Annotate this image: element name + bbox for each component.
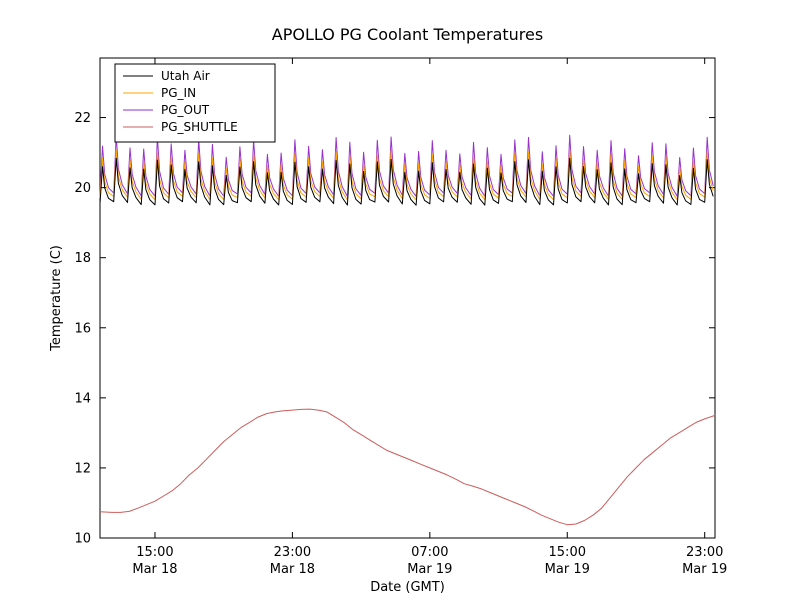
x-tick-date-label: Mar 18 xyxy=(132,562,177,577)
x-tick-time-label: 15:00 xyxy=(549,545,586,560)
y-axis-label: Temperature (C) xyxy=(49,245,64,352)
y-tick-label: 12 xyxy=(74,461,91,476)
x-tick-date-label: Mar 19 xyxy=(407,562,452,577)
y-tick-label: 16 xyxy=(74,321,91,336)
x-tick-time-label: 23:00 xyxy=(274,545,311,560)
x-tick-date-label: Mar 19 xyxy=(682,562,727,577)
x-tick-time-label: 07:00 xyxy=(411,545,448,560)
y-tick-label: 10 xyxy=(74,532,91,547)
legend-label: PG_OUT xyxy=(161,103,210,117)
chart-title: APOLLO PG Coolant Temperatures xyxy=(272,25,543,44)
x-tick-date-label: Mar 18 xyxy=(270,562,315,577)
y-tick-label: 14 xyxy=(74,391,91,406)
series-line-pg-shuttle xyxy=(99,408,716,526)
legend-label: PG_IN xyxy=(161,86,196,100)
x-tick-time-label: 15:00 xyxy=(136,545,173,560)
series-line-pg-out xyxy=(99,134,714,197)
y-tick-label: 18 xyxy=(74,251,91,266)
x-tick-time-label: 23:00 xyxy=(686,545,723,560)
legend-label: PG_SHUTTLE xyxy=(161,120,238,134)
y-tick-label: 20 xyxy=(74,181,91,196)
x-axis-label: Date (GMT) xyxy=(370,580,445,595)
x-tick-date-label: Mar 19 xyxy=(545,562,590,577)
legend-box xyxy=(114,63,276,143)
series-line-utah-air xyxy=(99,157,714,206)
legend-label: Utah Air xyxy=(161,69,210,83)
y-tick-label: 22 xyxy=(74,111,91,126)
plot-border xyxy=(99,57,716,539)
series-line-pg-in xyxy=(99,148,714,201)
